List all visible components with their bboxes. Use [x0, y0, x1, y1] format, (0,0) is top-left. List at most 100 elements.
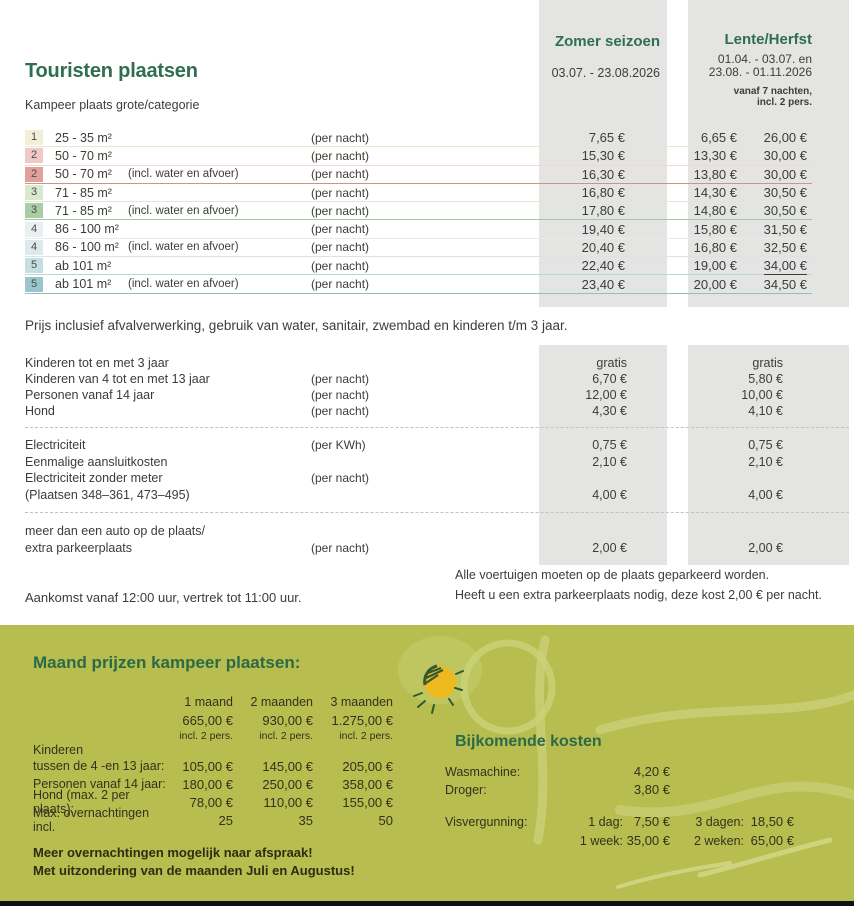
price: 3,80 €: [633, 782, 670, 797]
table-row: 5 ab 101 m² (incl. water en afvoer) (per…: [25, 275, 812, 294]
row-label: Electriciteit zonder meter: [25, 471, 163, 486]
table-row: 5 ab 101 m² (per nacht) 22,40 € 19,00 € …: [25, 257, 812, 276]
base-price: 930,00 €: [262, 712, 313, 728]
category-badge: 5: [25, 276, 43, 292]
inclusive-note: Prijs inclusief afvalverwerking, gebruik…: [25, 318, 568, 333]
fishing-permit-row: 1 week: 35,00 € 2 weken: 65,00 €: [445, 832, 794, 849]
price: 65,00 €: [750, 833, 794, 848]
price-unit: (per nacht): [311, 148, 370, 163]
summer-season-dates: 03.07. - 23.08.2026: [551, 66, 660, 80]
dashed-divider: [25, 427, 849, 428]
summer-price: 2,10 €: [592, 454, 627, 469]
pitch-size: 50 - 70 m²: [55, 148, 112, 163]
table-row: Personen vanaf 14 jaar (per nacht) 12,00…: [25, 387, 812, 403]
summer-price: 6,70 €: [592, 372, 627, 386]
spring-dates-line1: 01.04. - 03.07. en: [717, 52, 812, 66]
month-note-line1: Meer overnachtingen mogelijk naar afspra…: [33, 845, 313, 860]
spring-autumn-header: Lente/Herfst: [724, 31, 812, 48]
price-unit: (per nacht): [311, 240, 370, 255]
price-unit: (per nacht): [311, 185, 370, 200]
base-price-row: 665,00 € 930,00 € 1.275,00 €: [33, 711, 395, 729]
price-unit: (per nacht): [311, 404, 370, 418]
row-label: Eenmalige aansluitkosten: [25, 454, 168, 469]
spring-price: 16,80 €: [693, 239, 737, 255]
period-label: 1 dag:: [588, 814, 623, 829]
summer-price: 12,00 €: [585, 388, 627, 402]
price: 205,00 €: [342, 758, 393, 774]
summer-price: 4,00 €: [592, 487, 627, 502]
row-label: Kinderen tot en met 3 jaar: [25, 356, 169, 370]
column-header: 2 maanden: [250, 695, 313, 709]
table-row: Hond (max. 2 per plaats): 78,00 € 110,00…: [33, 788, 395, 816]
fishing-permit-row: Visvergunning: 1 dag: 7,50 € 3 dagen: 18…: [445, 813, 794, 830]
pitch-extra: (incl. water en afvoer): [128, 278, 239, 291]
week-price: 32,50 €: [763, 239, 807, 255]
price-unit: (per nacht): [311, 277, 370, 292]
spring-price: gratis: [752, 356, 783, 370]
spring-price: 0,75 €: [748, 438, 783, 453]
row-label: tussen de 4 -en 13 jaar:: [33, 759, 165, 773]
row-label: Electriciteit: [25, 438, 86, 453]
row-label: Max. overnachtingen incl.: [33, 806, 150, 834]
base-price: 665,00 €: [182, 712, 233, 728]
utilities-price-table: Electriciteit (per KWh) 0,75 € 0,75 € Ee…: [25, 437, 812, 503]
max-nights: 35: [298, 812, 313, 828]
persons-price-table: Kinderen tot en met 3 jaar gratis gratis…: [25, 355, 812, 419]
spring-price: 15,80 €: [693, 221, 737, 237]
row-label: Kinderen van 4 tot en met 13 jaar: [25, 372, 210, 386]
summer-price: 16,30 €: [581, 166, 625, 182]
summer-column-band-top: [539, 0, 667, 307]
incl-persons-row: incl. 2 pers. incl. 2 pers. incl. 2 pers…: [33, 729, 395, 742]
period-label: 2 weken:: [693, 833, 744, 848]
table-row: Kinderen van 4 tot en met 13 jaar (per n…: [25, 371, 812, 387]
price-unit: (per nacht): [311, 130, 370, 145]
price-unit: (per nacht): [311, 471, 370, 486]
table-row: Kinderen tot en met 3 jaar gratis gratis: [25, 355, 812, 371]
group-label: Kinderen: [33, 742, 84, 757]
pitch-size: ab 101 m²: [55, 258, 112, 273]
table-row: Electriciteit (per KWh) 0,75 € 0,75 €: [25, 437, 812, 454]
price: 155,00 €: [342, 794, 393, 810]
week-price-underlined: 34,00 €: [763, 258, 807, 276]
category-badge: 4: [25, 239, 43, 255]
table-row: Eenmalige aansluitkosten 2,10 € 2,10 €: [25, 454, 812, 471]
spring-price: 14,80 €: [693, 203, 737, 219]
pitch-size: 25 - 35 m²: [55, 130, 112, 145]
price-unit: (per nacht): [311, 167, 370, 182]
summer-price: 16,80 €: [581, 185, 625, 201]
month-prices-title: Maand prijzen kampeer plaatsen:: [33, 653, 301, 672]
summer-price: 22,40 €: [581, 258, 625, 274]
spring-price: 4,10 €: [748, 404, 783, 418]
summer-season-header: Zomer seizoen: [554, 33, 660, 50]
summer-price: gratis: [596, 356, 627, 370]
spring-column-band-top: [688, 0, 849, 307]
sun-icon: [413, 664, 464, 714]
row-label: Wasmachine:: [445, 764, 521, 779]
spring-price: 13,30 €: [693, 148, 737, 164]
price: 105,00 €: [182, 758, 233, 774]
bottom-bar: [0, 901, 854, 906]
row-label: Droger:: [445, 782, 487, 797]
week-price: 26,00 €: [763, 130, 807, 146]
row-label: extra parkeerplaats: [25, 540, 133, 555]
incl-note: incl. 2 pers.: [179, 729, 233, 742]
table-row: 1 25 - 35 m² (per nacht) 7,65 € 6,65 € 2…: [25, 129, 812, 148]
row-label: Personen vanaf 14 jaar:: [33, 777, 166, 791]
column-header: 3 maanden: [330, 695, 393, 709]
week-price: 30,50 €: [763, 203, 807, 219]
table-row: 2 50 - 70 m² (per nacht) 15,30 € 13,30 €…: [25, 147, 812, 166]
spring-price: 2,00 €: [748, 540, 783, 555]
base-price: 1.275,00 €: [331, 712, 393, 728]
spring-price: 5,80 €: [748, 372, 783, 386]
summer-price: 15,30 €: [581, 148, 625, 164]
week-price: 30,00 €: [763, 166, 807, 182]
incl-note: incl. 2 pers.: [339, 729, 393, 742]
summer-column-band-mid: [539, 345, 667, 565]
summer-price: 19,40 €: [581, 221, 625, 237]
price-unit: (per nacht): [311, 540, 370, 555]
table-row: Electriciteit zonder meter (per nacht): [25, 470, 812, 487]
table-row: extra parkeerplaats (per nacht) 2,00 € 2…: [25, 539, 812, 556]
row-label: (Plaatsen 348–361, 473–495): [25, 487, 190, 502]
table-row: 3 71 - 85 m² (per nacht) 16,80 € 14,30 €…: [25, 184, 812, 203]
